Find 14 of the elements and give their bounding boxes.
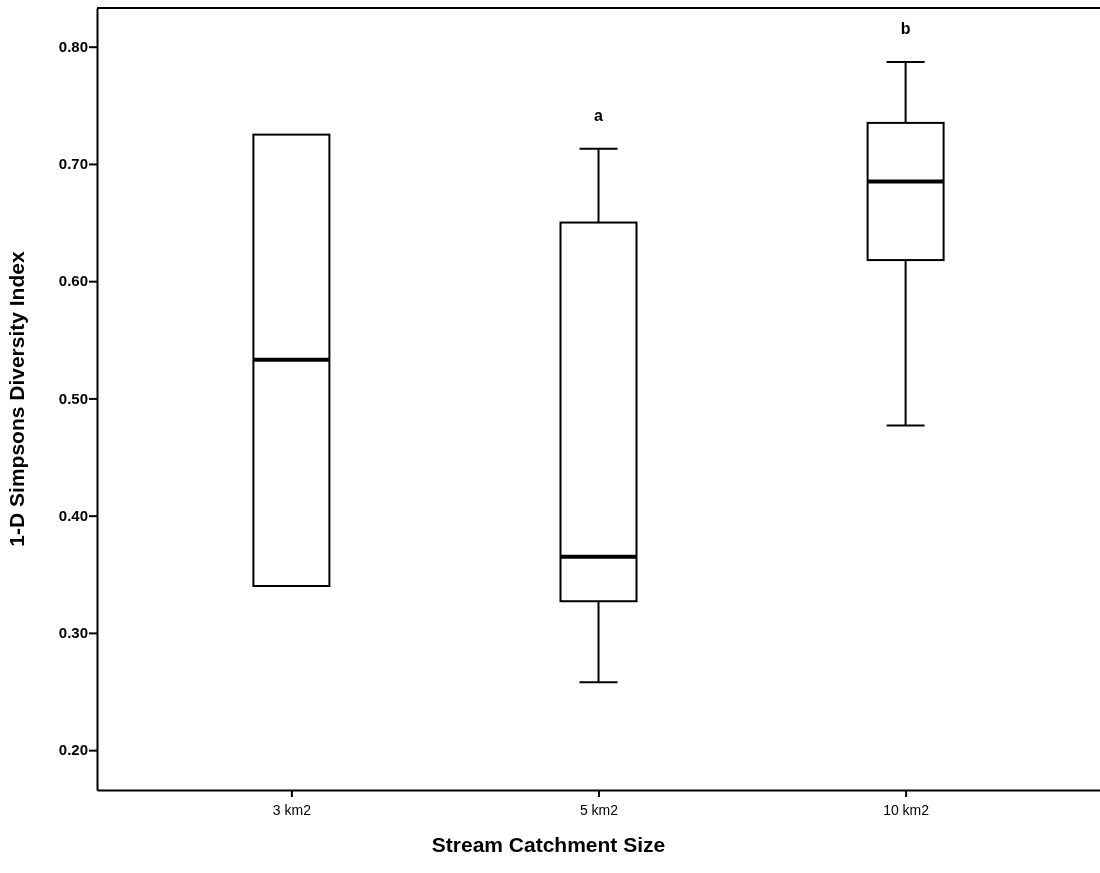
y-tick-label: 0.20 <box>58 741 88 759</box>
x-tick-label: 10 km2 <box>883 802 930 819</box>
x-axis-title: Stream Catchment Size <box>431 833 666 856</box>
annotation: b <box>900 20 911 38</box>
x-tick-label: 3 km2 <box>272 802 312 819</box>
x-tick-label: 5 km2 <box>579 802 619 819</box>
y-tick-label: 0.40 <box>58 506 88 524</box>
annotation: a <box>594 106 604 124</box>
y-tick-label: 0.60 <box>58 272 88 290</box>
y-tick-label: 0.70 <box>58 155 88 173</box>
y-axis-title: 1-D Simpsons Diversity Index <box>5 251 28 547</box>
y-tick-label: 0.80 <box>58 37 88 55</box>
y-tick-label: 0.50 <box>58 389 88 407</box>
y-tick-label: 0.30 <box>58 624 88 642</box>
